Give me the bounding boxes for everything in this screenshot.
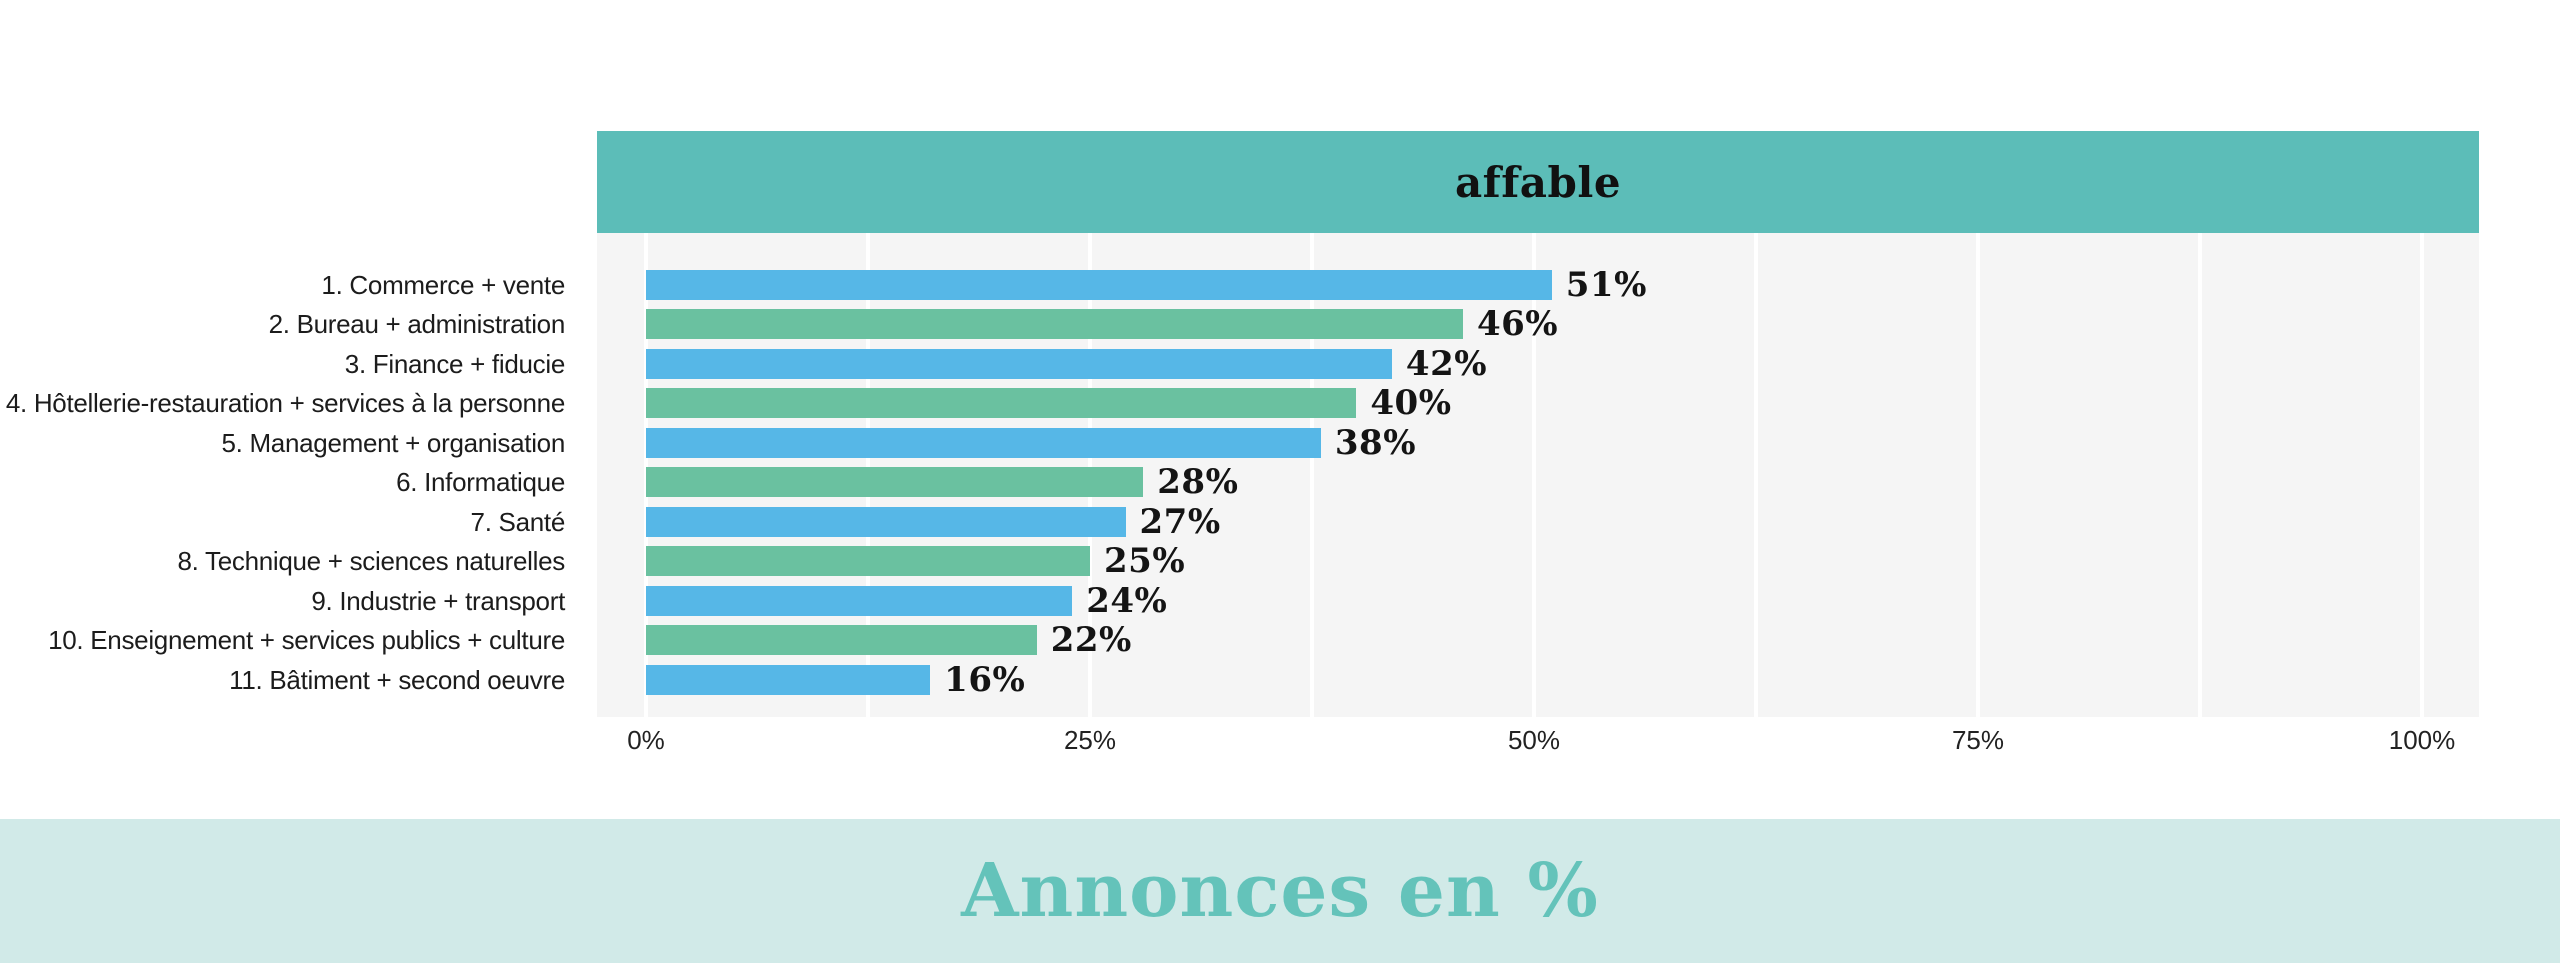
chart-title-bar: affable [597, 131, 2479, 233]
gridline [1754, 233, 1758, 717]
category-labels-column: 1. Commerce + vente 2. Bureau + administr… [0, 265, 565, 700]
bar [646, 269, 1552, 300]
gridline [2420, 233, 2424, 717]
category-row: 2. Bureau + administration [0, 305, 566, 345]
x-axis: 0% 25% 50% 75% 100% [597, 717, 2479, 765]
category-label: 1. Commerce + vente [321, 269, 565, 300]
category-label: 8. Technique + sciences naturelles [177, 546, 565, 577]
category-row: 5. Management + organisation [0, 423, 565, 463]
value-label: 38% [1334, 422, 1416, 463]
bars-layer: 51% 46% 42% 40% 38% 28% 27% 25% 24% 22% 16% [646, 265, 2479, 700]
bar-row: 40% [646, 384, 2479, 424]
category-row: 6. Informatique [0, 463, 565, 503]
bar [646, 388, 1357, 419]
category-row: 7. Santé [0, 502, 566, 542]
bar [646, 625, 1037, 656]
bar [646, 467, 1144, 498]
bar [646, 348, 1392, 379]
category-label: 11. Bâtiment + second oeuvre [229, 664, 565, 695]
category-label: 2. Bureau + administration [268, 309, 566, 340]
category-label: 3. Finance + fiducie [344, 348, 566, 379]
bar-row: 28% [646, 463, 2479, 503]
bar [646, 309, 1463, 340]
gridline [1532, 233, 1536, 717]
bar-row: 22% [646, 621, 2479, 661]
axis-tick-label: 50% [1507, 725, 1561, 755]
category-label: 6. Informatique [396, 467, 565, 498]
axis-tick-label: 75% [1951, 725, 2005, 755]
category-label: 7. Santé [470, 506, 566, 537]
category-row: 11. Bâtiment + second oeuvre [0, 660, 565, 700]
bar-row: 42% [646, 344, 2479, 384]
value-label: 27% [1139, 501, 1221, 542]
bar [646, 546, 1090, 577]
category-row: 9. Industrie + transport [0, 581, 565, 621]
category-row: 10. Enseignement + services publics + cu… [0, 621, 565, 661]
category-label: 5. Management + organisation [221, 427, 565, 458]
axis-tick-label: 0% [627, 725, 665, 755]
value-label: 51% [1565, 264, 1647, 305]
value-label: 22% [1050, 620, 1132, 661]
value-label: 40% [1370, 383, 1452, 424]
value-label: 16% [944, 659, 1026, 700]
bar [646, 664, 931, 695]
category-label: 4. Hôtellerie-restauration + services à … [5, 388, 565, 419]
footer-band: Annonces en % [0, 819, 2560, 963]
value-label: 24% [1086, 580, 1168, 621]
bar-row: 24% [646, 581, 2479, 621]
category-row: 1. Commerce + vente [0, 265, 565, 305]
category-label: 10. Enseignement + services publics + cu… [48, 625, 565, 656]
plot-area: 51% 46% 42% 40% 38% 28% 27% 25% 24% 22% 16% [597, 233, 2479, 717]
gridline [1976, 233, 1980, 717]
bar-row: 38% [646, 423, 2479, 463]
bar [646, 506, 1126, 537]
bar-row: 27% [646, 502, 2479, 542]
bar [646, 427, 1321, 458]
axis-tick-label: 100% [2388, 725, 2456, 755]
bar-row: 16% [646, 660, 2479, 700]
bar-row: 51% [646, 265, 2479, 305]
value-label: 25% [1104, 541, 1186, 582]
category-row: 3. Finance + fiducie [0, 344, 566, 384]
category-row: 4. Hôtellerie-restauration + services à … [0, 384, 565, 424]
axis-tick-label: 25% [1063, 725, 1117, 755]
value-label: 46% [1476, 304, 1559, 345]
chart-title: affable [1454, 157, 1622, 207]
category-label: 9. Industrie + transport [311, 585, 565, 616]
bar-row: 46% [646, 305, 2479, 345]
value-label: 42% [1405, 343, 1488, 384]
value-label: 28% [1157, 462, 1239, 503]
gridline [2198, 233, 2202, 717]
bar [646, 585, 1073, 616]
category-row: 8. Technique + sciences naturelles [0, 542, 565, 582]
bar-row: 25% [646, 542, 2479, 582]
gridline [1310, 233, 1314, 717]
axis-caption: Annonces en % [961, 848, 1599, 934]
